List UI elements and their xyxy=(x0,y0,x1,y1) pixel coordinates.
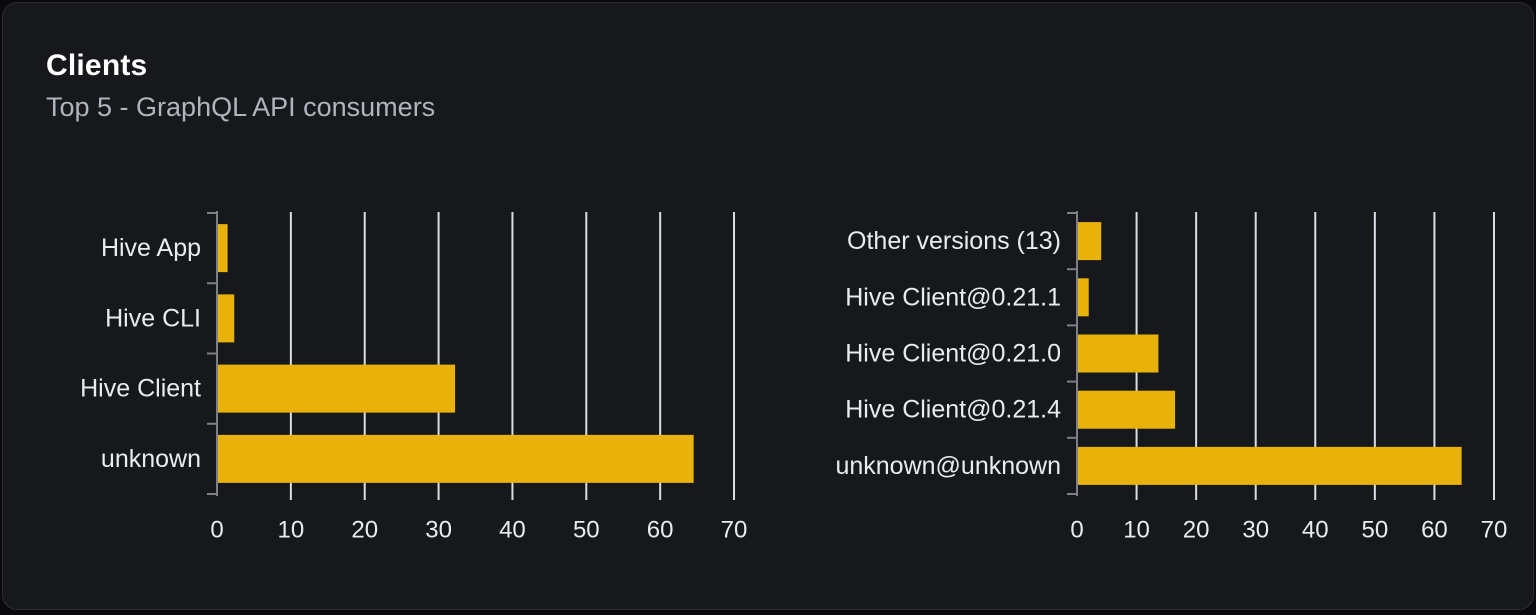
chart-clients: Hive App Hive CLI Hive Client unknown 0 10 20 3… xyxy=(80,211,747,544)
x-tick-label-70: 70 xyxy=(721,517,748,544)
x-tick-label-20: 20 xyxy=(351,517,378,544)
category-label-hive-client-0-21-1: Hive Client@0.21.1 xyxy=(845,283,1061,311)
x-tick-label-50: 50 xyxy=(1361,517,1388,544)
x-tick-label-0: 0 xyxy=(210,517,223,544)
bar-hive-client-0-21-0[interactable] xyxy=(1078,335,1158,373)
category-label-unknown-unknown: unknown@unknown xyxy=(835,452,1061,480)
category-label-other-versions-13: Other versions (13) xyxy=(847,227,1061,255)
x-tick-label-0: 0 xyxy=(1070,517,1083,544)
bar-hive-client[interactable] xyxy=(218,365,455,413)
category-label-unknown: unknown xyxy=(101,445,201,473)
x-tick-label-60: 60 xyxy=(1421,517,1448,544)
x-tick-label-70: 70 xyxy=(1481,517,1508,544)
x-tick-label-20: 20 xyxy=(1183,517,1210,544)
x-tick-label-60: 60 xyxy=(647,517,674,544)
bar-other-versions-13[interactable] xyxy=(1078,222,1101,260)
category-label-hive-client: Hive Client xyxy=(80,375,201,403)
x-tick-label-10: 10 xyxy=(278,517,305,544)
x-tick-label-40: 40 xyxy=(499,517,526,544)
x-tick-label-10: 10 xyxy=(1123,517,1150,544)
bar-unknown[interactable] xyxy=(218,435,694,483)
chart-client-versions: Other versions (13) Hive Client@0.21.1 Hiv… xyxy=(835,211,1507,544)
category-label-hive-cli: Hive CLI xyxy=(105,304,201,332)
x-tick-label-40: 40 xyxy=(1302,517,1329,544)
bar-hive-client-0-21-4[interactable] xyxy=(1078,391,1175,429)
category-label-hive-client-0-21-0: Hive Client@0.21.0 xyxy=(845,340,1061,368)
x-tick-label-30: 30 xyxy=(1242,517,1269,544)
bar-unknown-unknown[interactable] xyxy=(1078,447,1462,485)
x-tick-label-50: 50 xyxy=(573,517,600,544)
bar-hive-cli[interactable] xyxy=(218,294,234,342)
bar-hive-client-0-21-1[interactable] xyxy=(1078,278,1089,316)
x-tick-label-30: 30 xyxy=(425,517,452,544)
bar-hive-app[interactable] xyxy=(218,224,228,272)
category-label-hive-client-0-21-4: Hive Client@0.21.4 xyxy=(845,396,1061,424)
category-label-hive-app: Hive App xyxy=(101,234,201,262)
bar-charts-canvas: Hive App Hive CLI Hive Client unknown 0 10 20 3… xyxy=(3,3,1536,615)
